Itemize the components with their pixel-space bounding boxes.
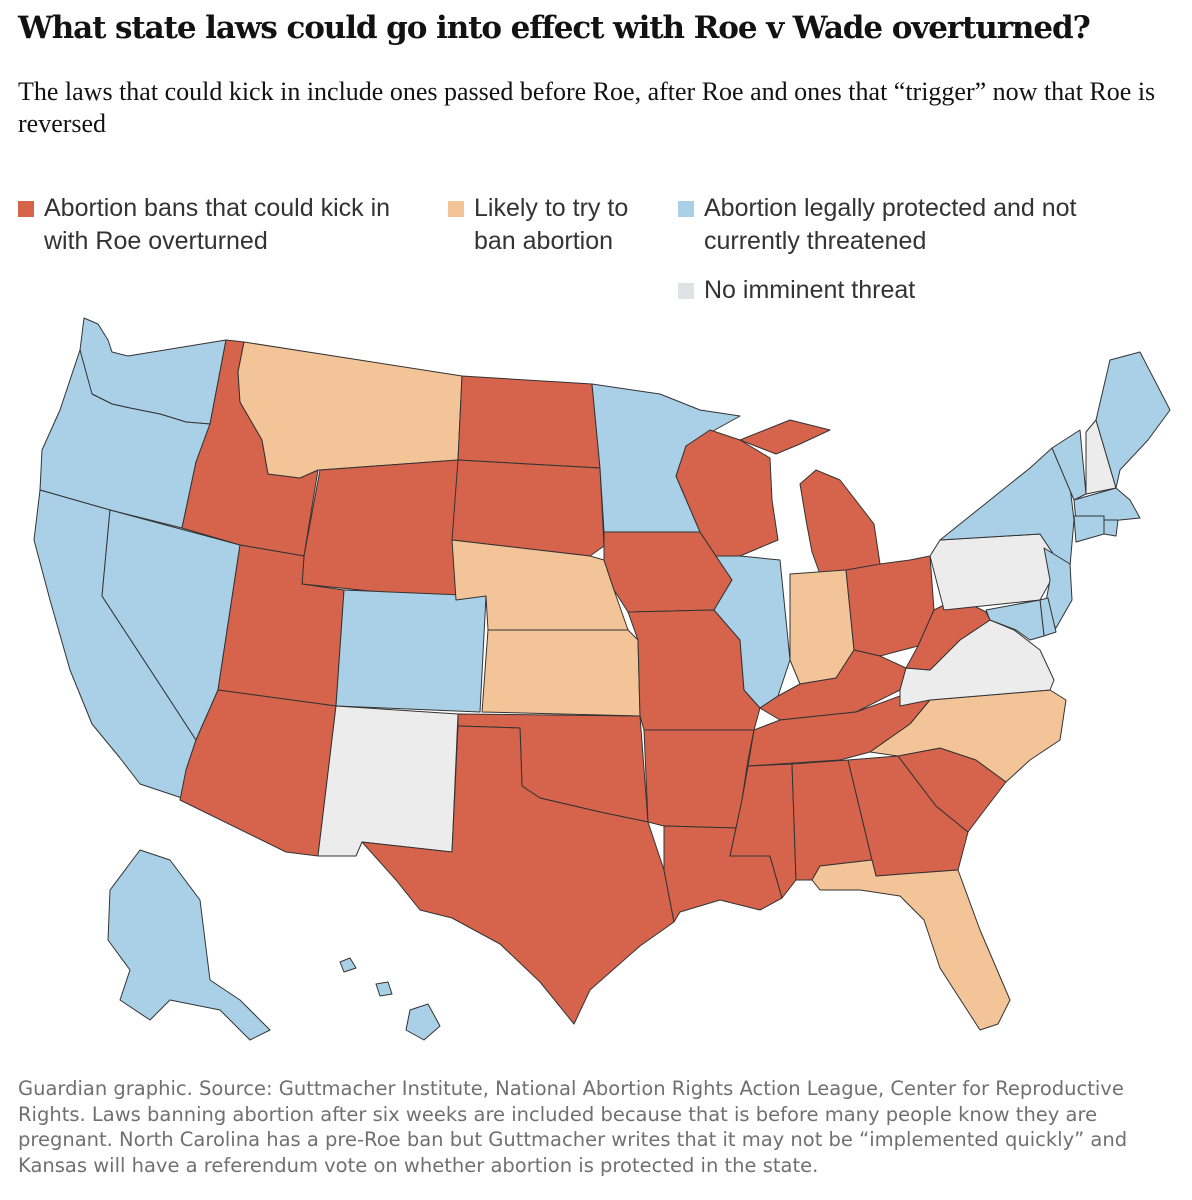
state-connecticut: [1073, 515, 1105, 543]
state-maryland: [985, 599, 1045, 641]
state-pennsylvania: [929, 533, 1061, 611]
state-new-jersey: [1043, 547, 1073, 629]
legend-label-ban: Abortion bans that could kick in with Ro…: [44, 194, 391, 255]
state-hawaii: [339, 957, 441, 1041]
state-florida: [811, 859, 1011, 1031]
state-wisconsin: [675, 429, 779, 557]
state-alaska: [107, 849, 271, 1041]
chart-subtitle: The laws that could kick in include ones…: [18, 77, 1156, 138]
legend-label-protected: Abortion legally protected and not curre…: [704, 194, 1077, 255]
chart-title: What state laws could go into effect wit…: [18, 10, 1091, 46]
state-colorado: [335, 589, 487, 713]
state-wyoming: [301, 459, 459, 601]
legend-swatch-ban: [18, 201, 34, 217]
state-south-dakota: [451, 459, 605, 557]
legend-swatch-protected: [678, 201, 694, 217]
state-new-york: [939, 447, 1075, 567]
source-footnote: Guardian graphic. Source: Guttmacher Ins…: [18, 1077, 1128, 1177]
us-map: [33, 317, 1171, 1041]
state-texas: [361, 725, 675, 1025]
legend-swatch-likely: [448, 201, 464, 217]
legend-label-likely: Likely to try to ban abortion: [474, 194, 629, 255]
state-arkansas: [643, 729, 755, 829]
legend-label-none: No imminent threat: [704, 276, 916, 304]
state-kansas: [481, 629, 641, 717]
state-maine: [1095, 351, 1171, 489]
state-north-carolina: [869, 689, 1067, 783]
state-north-dakota: [457, 375, 601, 469]
state-montana: [237, 341, 463, 479]
legend-swatch-none: [678, 283, 694, 299]
state-new-mexico: [317, 705, 459, 857]
state-rhode-island: [1103, 519, 1119, 537]
